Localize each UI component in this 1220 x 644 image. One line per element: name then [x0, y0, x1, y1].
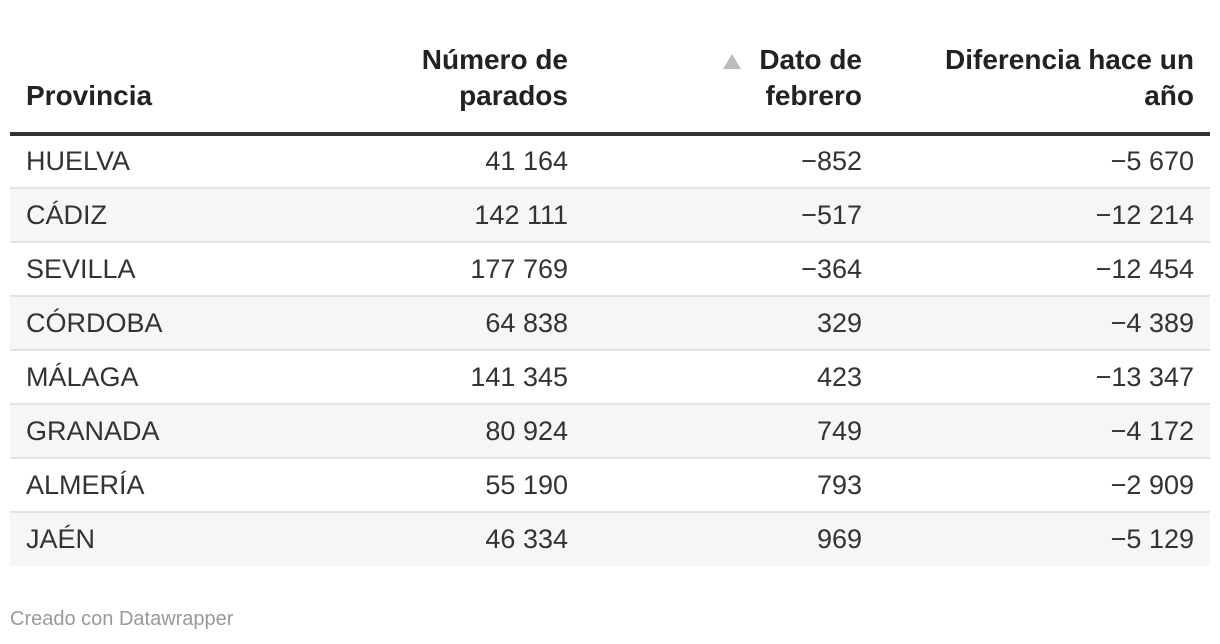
- column-header-numero-de-parados[interactable]: Número de parados: [260, 0, 584, 136]
- data-table-container: Provincia Número de parados Dato de febre…: [10, 0, 1210, 566]
- cell-diferencia-hace-un-ano: −5 670: [878, 134, 1210, 189]
- data-table: Provincia Número de parados Dato de febre…: [10, 0, 1210, 566]
- cell-numero-de-parados: 46 334: [260, 512, 584, 566]
- column-header-provincia[interactable]: Provincia: [10, 0, 260, 136]
- header-row: Provincia Número de parados Dato de febre…: [10, 0, 1210, 136]
- table-row: CÓRDOBA 64 838 329 −4 389: [10, 296, 1210, 351]
- cell-dato-de-febrero: 329: [584, 296, 878, 351]
- cell-dato-de-febrero: 423: [584, 350, 878, 405]
- cell-provincia: MÁLAGA: [10, 350, 260, 405]
- cell-dato-de-febrero: 749: [584, 404, 878, 459]
- cell-provincia: ALMERÍA: [10, 458, 260, 513]
- cell-diferencia-hace-un-ano: −12 454: [878, 242, 1210, 297]
- cell-provincia: JAÉN: [10, 512, 260, 566]
- table-row: GRANADA 80 924 749 −4 172: [10, 404, 1210, 459]
- cell-numero-de-parados: 41 164: [260, 134, 584, 189]
- cell-dato-de-febrero: −852: [584, 134, 878, 189]
- table-row: JAÉN 46 334 969 −5 129: [10, 512, 1210, 566]
- cell-provincia: CÓRDOBA: [10, 296, 260, 351]
- cell-numero-de-parados: 141 345: [260, 350, 584, 405]
- table-row: MÁLAGA 141 345 423 −13 347: [10, 350, 1210, 405]
- cell-dato-de-febrero: −517: [584, 188, 878, 243]
- column-header-label: febrero: [765, 80, 862, 111]
- cell-diferencia-hace-un-ano: −2 909: [878, 458, 1210, 513]
- cell-numero-de-parados: 64 838: [260, 296, 584, 351]
- cell-numero-de-parados: 177 769: [260, 242, 584, 297]
- column-header-label: Diferencia hace un: [945, 44, 1194, 75]
- cell-provincia: GRANADA: [10, 404, 260, 459]
- column-header-label: parados: [459, 80, 568, 111]
- cell-provincia: CÁDIZ: [10, 188, 260, 243]
- table-row: HUELVA 41 164 −852 −5 670: [10, 134, 1210, 189]
- cell-numero-de-parados: 142 111: [260, 188, 584, 243]
- footer-credit: Creado con Datawrapper: [10, 608, 234, 630]
- cell-provincia: SEVILLA: [10, 242, 260, 297]
- column-header-label: año: [1144, 80, 1194, 111]
- table-row: ALMERÍA 55 190 793 −2 909: [10, 458, 1210, 513]
- cell-diferencia-hace-un-ano: −12 214: [878, 188, 1210, 243]
- cell-diferencia-hace-un-ano: −5 129: [878, 512, 1210, 566]
- column-header-dato-de-febrero[interactable]: Dato de febrero: [584, 0, 878, 136]
- cell-provincia: HUELVA: [10, 134, 260, 189]
- sort-ascending-icon: [723, 54, 742, 69]
- column-header-label: Dato de: [759, 44, 862, 75]
- cell-dato-de-febrero: 969: [584, 512, 878, 566]
- cell-dato-de-febrero: 793: [584, 458, 878, 513]
- cell-diferencia-hace-un-ano: −4 172: [878, 404, 1210, 459]
- cell-numero-de-parados: 55 190: [260, 458, 584, 513]
- table-body: HUELVA 41 164 −852 −5 670 CÁDIZ 142 111 −517 −1…: [10, 134, 1210, 566]
- table-row: CÁDIZ 142 111 −517 −12 214: [10, 188, 1210, 243]
- cell-diferencia-hace-un-ano: −4 389: [878, 296, 1210, 351]
- table-header: Provincia Número de parados Dato de febre…: [10, 0, 1210, 136]
- column-header-label: Número de: [421, 44, 568, 75]
- cell-dato-de-febrero: −364: [584, 242, 878, 297]
- cell-diferencia-hace-un-ano: −13 347: [878, 350, 1210, 405]
- cell-numero-de-parados: 80 924: [260, 404, 584, 459]
- column-header-diferencia-hace-un-ano[interactable]: Diferencia hace un año: [878, 0, 1210, 136]
- table-row: SEVILLA 177 769 −364 −12 454: [10, 242, 1210, 297]
- column-header-label: Provincia: [26, 80, 153, 111]
